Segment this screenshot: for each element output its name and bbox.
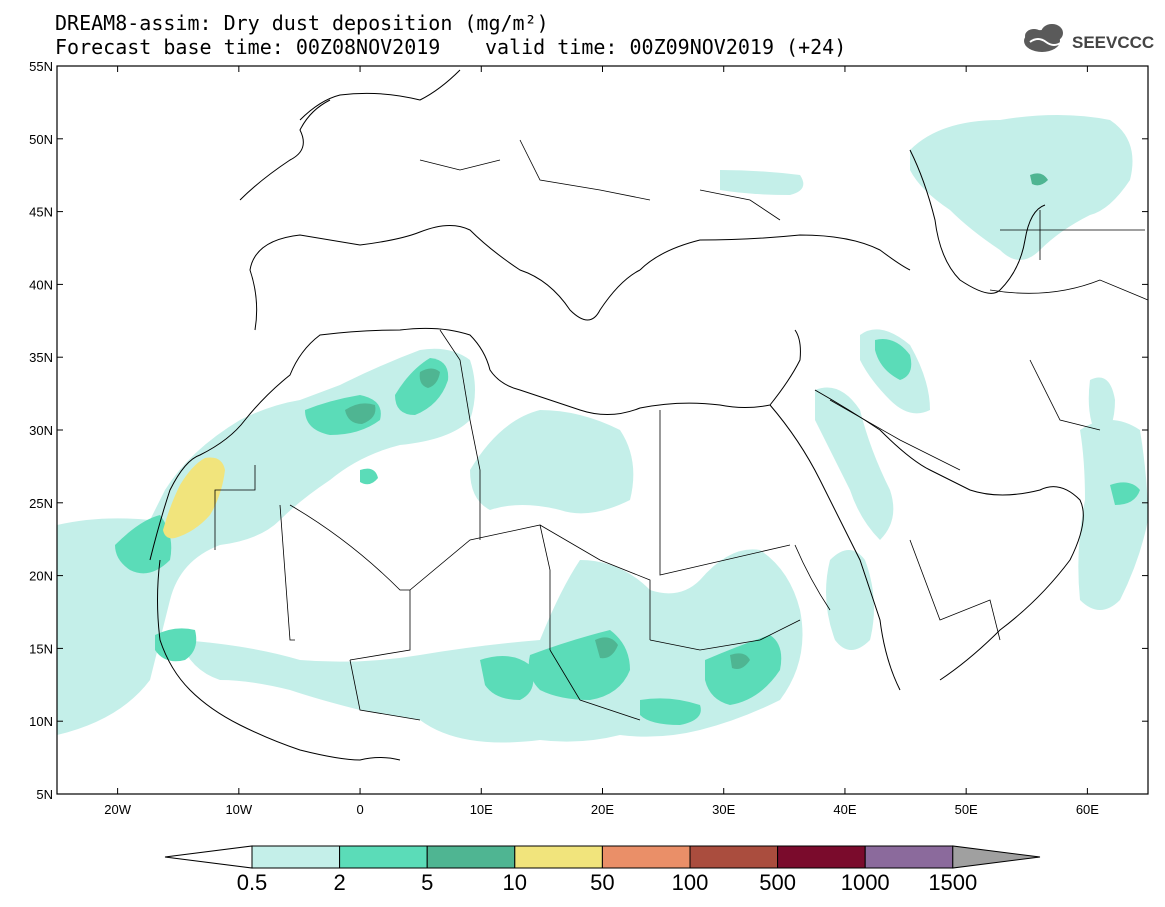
legend-swatch — [251, 845, 341, 869]
lon-tick-label: 30E — [712, 802, 735, 817]
map-area — [57, 66, 1148, 794]
lon-tick-label: 10E — [470, 802, 493, 817]
seevccc-logo: SEEVCCC — [1024, 24, 1154, 52]
logo-text: SEEVCCC — [1072, 33, 1154, 52]
legend-tick-label: 50 — [590, 870, 614, 895]
legend-tick-label: 1000 — [841, 870, 890, 895]
legend-swatch — [601, 845, 691, 869]
legend-tick-label: 0.5 — [237, 870, 268, 895]
lon-tick-label: 50E — [955, 802, 978, 817]
lat-tick-label: 35N — [29, 350, 53, 365]
coastlines — [149, 69, 1084, 761]
country-borders — [214, 139, 1148, 721]
title-line1: DREAM8-assim: Dry dust deposition (mg/m²… — [55, 11, 549, 35]
legend-swatch — [339, 845, 428, 869]
lat-tick-label: 20N — [29, 569, 53, 584]
latitude-axis: 55N 50N 45N 40N 35N 30N 25N 20N 15N 10N 5N — [29, 59, 1148, 802]
lon-tick-label: 40E — [833, 802, 856, 817]
lon-tick-label: 20E — [591, 802, 614, 817]
lat-tick-label: 30N — [29, 423, 53, 438]
lon-tick-label: 10W — [225, 802, 252, 817]
lon-tick-label: 0 — [356, 802, 363, 817]
deposition-level-10 — [163, 457, 225, 539]
lon-tick-label: 20W — [104, 802, 131, 817]
lat-tick-label: 25N — [29, 496, 53, 511]
deposition-level-5 — [345, 173, 1048, 669]
longitude-axis: 20W 10W 0 10E 20E 30E 40E 50E 60E — [104, 66, 1099, 817]
lat-tick-label: 40N — [29, 277, 53, 292]
legend-swatch — [689, 845, 779, 869]
legend-tick-label: 5 — [421, 870, 433, 895]
cloud-icon — [1024, 24, 1063, 52]
lat-tick-label: 10N — [29, 714, 53, 729]
lat-tick-label: 15N — [29, 641, 53, 656]
legend-colorbar: 0.5 2 5 10 50 100 500 1000 1500 — [164, 845, 1041, 895]
legend-swatch — [426, 845, 516, 869]
lon-tick-label: 60E — [1076, 802, 1099, 817]
legend-swatch — [777, 845, 866, 869]
legend-tick-label: 100 — [672, 870, 709, 895]
legend-tick-label: 2 — [333, 870, 345, 895]
lat-tick-label: 5N — [36, 787, 53, 802]
lat-tick-label: 50N — [29, 132, 53, 147]
legend-tick-label: 1500 — [928, 870, 977, 895]
legend-tick-label: 10 — [503, 870, 527, 895]
title-base-time: Forecast base time: 00Z08NOV2019 — [55, 35, 440, 59]
legend-lower-arrow — [164, 845, 253, 869]
legend-upper-arrow — [952, 845, 1041, 869]
legend-tick-label: 500 — [759, 870, 796, 895]
title-valid-time: valid time: 00Z09NOV2019 (+24) — [485, 35, 846, 59]
deposition-level-0.5 — [57, 115, 1148, 743]
legend-swatch — [864, 845, 954, 869]
lat-tick-label: 55N — [29, 59, 53, 74]
lat-tick-label: 45N — [29, 205, 53, 220]
legend-swatch — [514, 845, 603, 869]
